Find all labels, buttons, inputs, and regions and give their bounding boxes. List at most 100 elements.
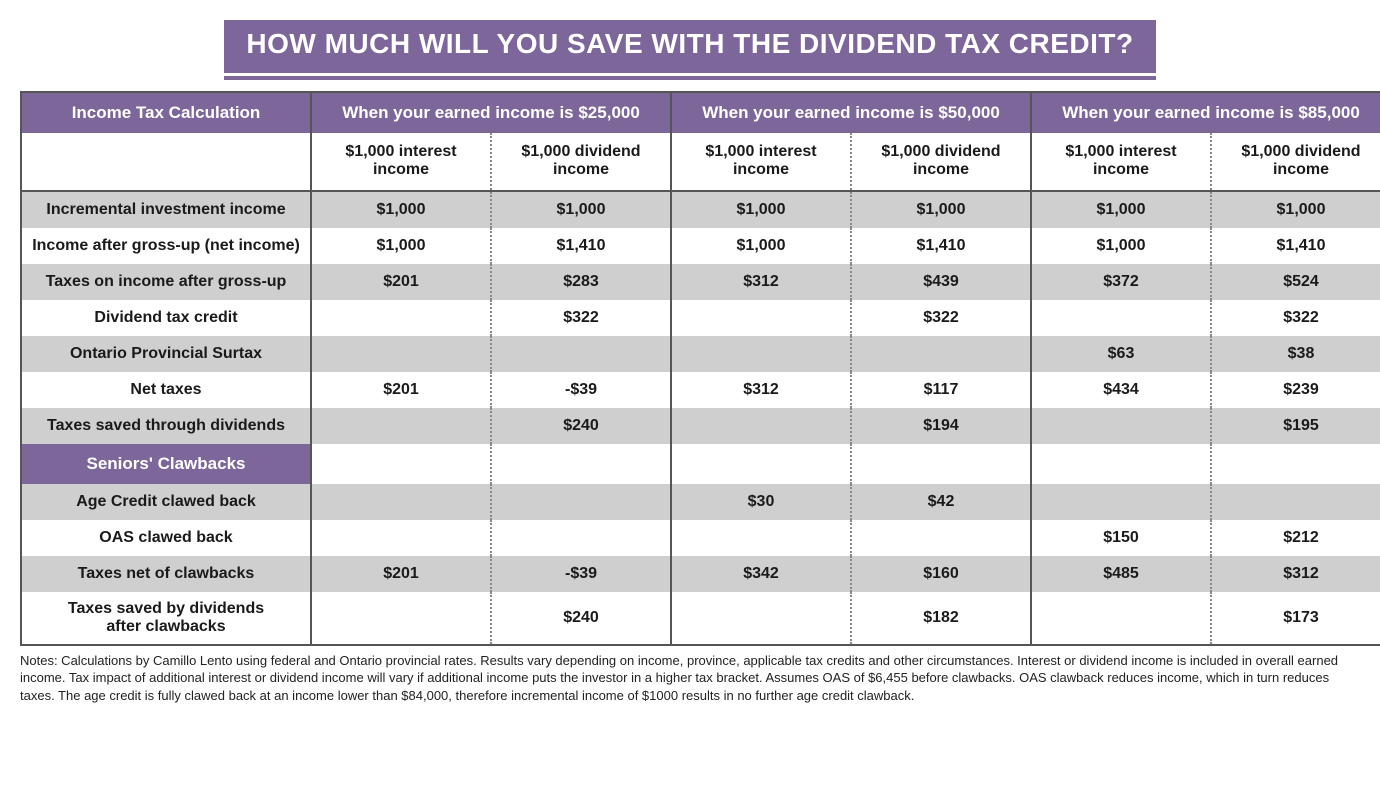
table-cell (311, 408, 491, 444)
table-cell: $201 (311, 264, 491, 300)
table-cell (311, 592, 491, 645)
table-cell (1031, 484, 1211, 520)
table-cell: $201 (311, 556, 491, 592)
table-cell: $30 (671, 484, 851, 520)
row-label: Ontario Provincial Surtax (21, 336, 311, 372)
header-group-1: When your earned income is $50,000 (671, 92, 1031, 133)
table-row: Net taxes$201-$39$312$117$434$239 (21, 372, 1380, 408)
table-cell: $117 (851, 372, 1031, 408)
table-cell: $38 (1211, 336, 1380, 372)
table-row: Taxes saved through dividends$240$194$19… (21, 408, 1380, 444)
table-row: OAS clawed back $150$212 (21, 520, 1380, 556)
table-cell: $312 (1211, 556, 1380, 592)
section-header-label: Seniors' Clawbacks (21, 444, 311, 484)
table-cell: $283 (491, 264, 671, 300)
notes-text: Notes: Calculations by Camillo Lento usi… (20, 652, 1360, 705)
subhead-dividend-1: $1,000 dividend income (851, 133, 1031, 191)
table-cell (851, 444, 1031, 484)
table-row: Income after gross-up (net income)$1,000… (21, 228, 1380, 264)
table-cell: $524 (1211, 264, 1380, 300)
row-label: Age Credit clawed back (21, 484, 311, 520)
table-cell: $322 (1211, 300, 1380, 336)
table-cell (1211, 444, 1380, 484)
table-cell: $1,410 (491, 228, 671, 264)
row-label: Net taxes (21, 372, 311, 408)
subhead-dividend-2: $1,000 dividend income (1211, 133, 1380, 191)
table-cell (311, 336, 491, 372)
table-cell: $1,000 (671, 228, 851, 264)
table-cell: $150 (1031, 520, 1211, 556)
table-cell (671, 336, 851, 372)
table-row: Incremental investment income$1,000$1,00… (21, 191, 1380, 228)
table-cell: $240 (491, 408, 671, 444)
table-cell (311, 300, 491, 336)
table-cell (1211, 484, 1380, 520)
table-cell: $194 (851, 408, 1031, 444)
subhead-interest-1: $1,000 interest income (671, 133, 851, 191)
table-cell: $434 (1031, 372, 1211, 408)
table-cell (671, 592, 851, 645)
table-cell (1031, 300, 1211, 336)
tax-credit-table: Income Tax Calculation When your earned … (20, 91, 1380, 646)
table-cell: -$39 (491, 556, 671, 592)
table-cell (311, 484, 491, 520)
table-cell: $173 (1211, 592, 1380, 645)
table-row: Dividend tax credit$322$322$322 (21, 300, 1380, 336)
row-label: OAS clawed back (21, 520, 311, 556)
table-cell (671, 520, 851, 556)
page-title: HOW MUCH WILL YOU SAVE WITH THE DIVIDEND… (224, 20, 1155, 73)
table-row: Age Credit clawed back$30$42 (21, 484, 1380, 520)
row-label: Incremental investment income (21, 191, 311, 228)
header-group-2: When your earned income is $85,000 (1031, 92, 1380, 133)
header-main-label: Income Tax Calculation (21, 92, 311, 133)
table-cell: $160 (851, 556, 1031, 592)
header-empty (21, 133, 311, 191)
table-cell: $240 (491, 592, 671, 645)
table-cell: $201 (311, 372, 491, 408)
subhead-dividend-0: $1,000 dividend income (491, 133, 671, 191)
table-cell (1031, 408, 1211, 444)
table-cell: $212 (1211, 520, 1380, 556)
table-cell (671, 444, 851, 484)
table-cell: $485 (1031, 556, 1211, 592)
table-cell: $1,000 (311, 191, 491, 228)
row-label: Taxes saved through dividends (21, 408, 311, 444)
table-cell: $1,000 (1031, 191, 1211, 228)
table-cell: $1,000 (851, 191, 1031, 228)
row-label: Taxes saved by dividendsafter clawbacks (21, 592, 311, 645)
table-cell: $63 (1031, 336, 1211, 372)
table-cell (671, 300, 851, 336)
table-cell (851, 336, 1031, 372)
table-cell: $1,000 (491, 191, 671, 228)
table-cell: $1,000 (1211, 191, 1380, 228)
table-cell (491, 444, 671, 484)
table-cell (491, 484, 671, 520)
table-cell: $239 (1211, 372, 1380, 408)
table-cell (851, 520, 1031, 556)
table-cell (1031, 592, 1211, 645)
table-row: Taxes on income after gross-up$201$283$3… (21, 264, 1380, 300)
table-cell: $439 (851, 264, 1031, 300)
table-cell: $312 (671, 372, 851, 408)
table-cell: $1,410 (851, 228, 1031, 264)
table-cell (1031, 444, 1211, 484)
header-group-0: When your earned income is $25,000 (311, 92, 671, 133)
table-cell (671, 408, 851, 444)
table-cell (311, 444, 491, 484)
table-cell: $1,000 (1031, 228, 1211, 264)
table-cell: $322 (851, 300, 1031, 336)
table-cell (311, 520, 491, 556)
table-row: Taxes net of clawbacks$201-$39$342$160$4… (21, 556, 1380, 592)
table-cell: $372 (1031, 264, 1211, 300)
row-label: Income after gross-up (net income) (21, 228, 311, 264)
table-cell: $182 (851, 592, 1031, 645)
table-cell: $1,410 (1211, 228, 1380, 264)
table-cell: -$39 (491, 372, 671, 408)
subhead-interest-2: $1,000 interest income (1031, 133, 1211, 191)
table-cell (491, 336, 671, 372)
row-label: Taxes net of clawbacks (21, 556, 311, 592)
table-cell: $322 (491, 300, 671, 336)
table-cell: $312 (671, 264, 851, 300)
table-cell: $342 (671, 556, 851, 592)
table-cell: $1,000 (311, 228, 491, 264)
